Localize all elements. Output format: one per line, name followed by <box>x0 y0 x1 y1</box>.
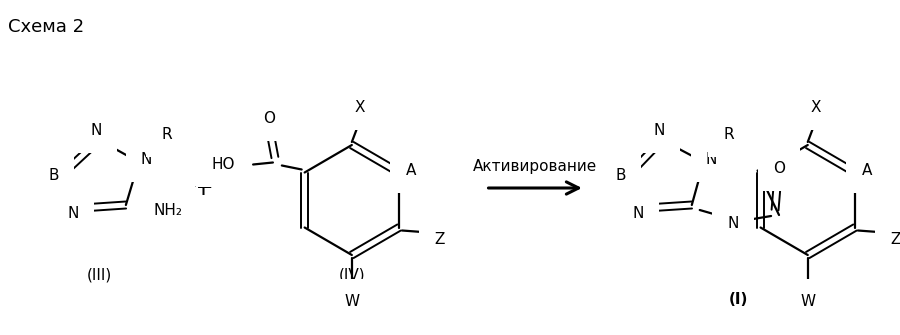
Text: N: N <box>706 151 717 166</box>
Text: W: W <box>345 294 359 310</box>
Text: (I): (I) <box>729 292 748 308</box>
Text: Активирование: Активирование <box>473 158 598 174</box>
Text: A: A <box>861 163 872 178</box>
Text: N: N <box>728 215 739 230</box>
Text: +: + <box>193 176 213 200</box>
Text: HO: HO <box>212 157 235 172</box>
Text: A: A <box>406 163 416 178</box>
Text: X: X <box>355 99 365 115</box>
Text: R: R <box>724 127 733 141</box>
Text: N: N <box>141 151 152 166</box>
Text: W: W <box>800 294 815 310</box>
Text: Z: Z <box>890 232 900 247</box>
Text: NH₂: NH₂ <box>154 202 183 217</box>
Text: N: N <box>653 123 665 137</box>
Text: (III): (III) <box>86 268 112 282</box>
Text: O: O <box>263 111 275 126</box>
Text: B: B <box>616 168 625 183</box>
Text: R: R <box>161 127 172 141</box>
Text: N: N <box>633 205 644 220</box>
Text: Схема 2: Схема 2 <box>8 18 84 36</box>
Text: X: X <box>810 99 821 115</box>
Text: Z: Z <box>435 232 445 247</box>
Text: H: H <box>728 234 739 248</box>
Text: O: O <box>773 160 785 176</box>
Text: (IV): (IV) <box>338 268 365 282</box>
Text: N: N <box>91 123 102 137</box>
Text: N: N <box>68 205 79 220</box>
Text: B: B <box>49 168 58 183</box>
